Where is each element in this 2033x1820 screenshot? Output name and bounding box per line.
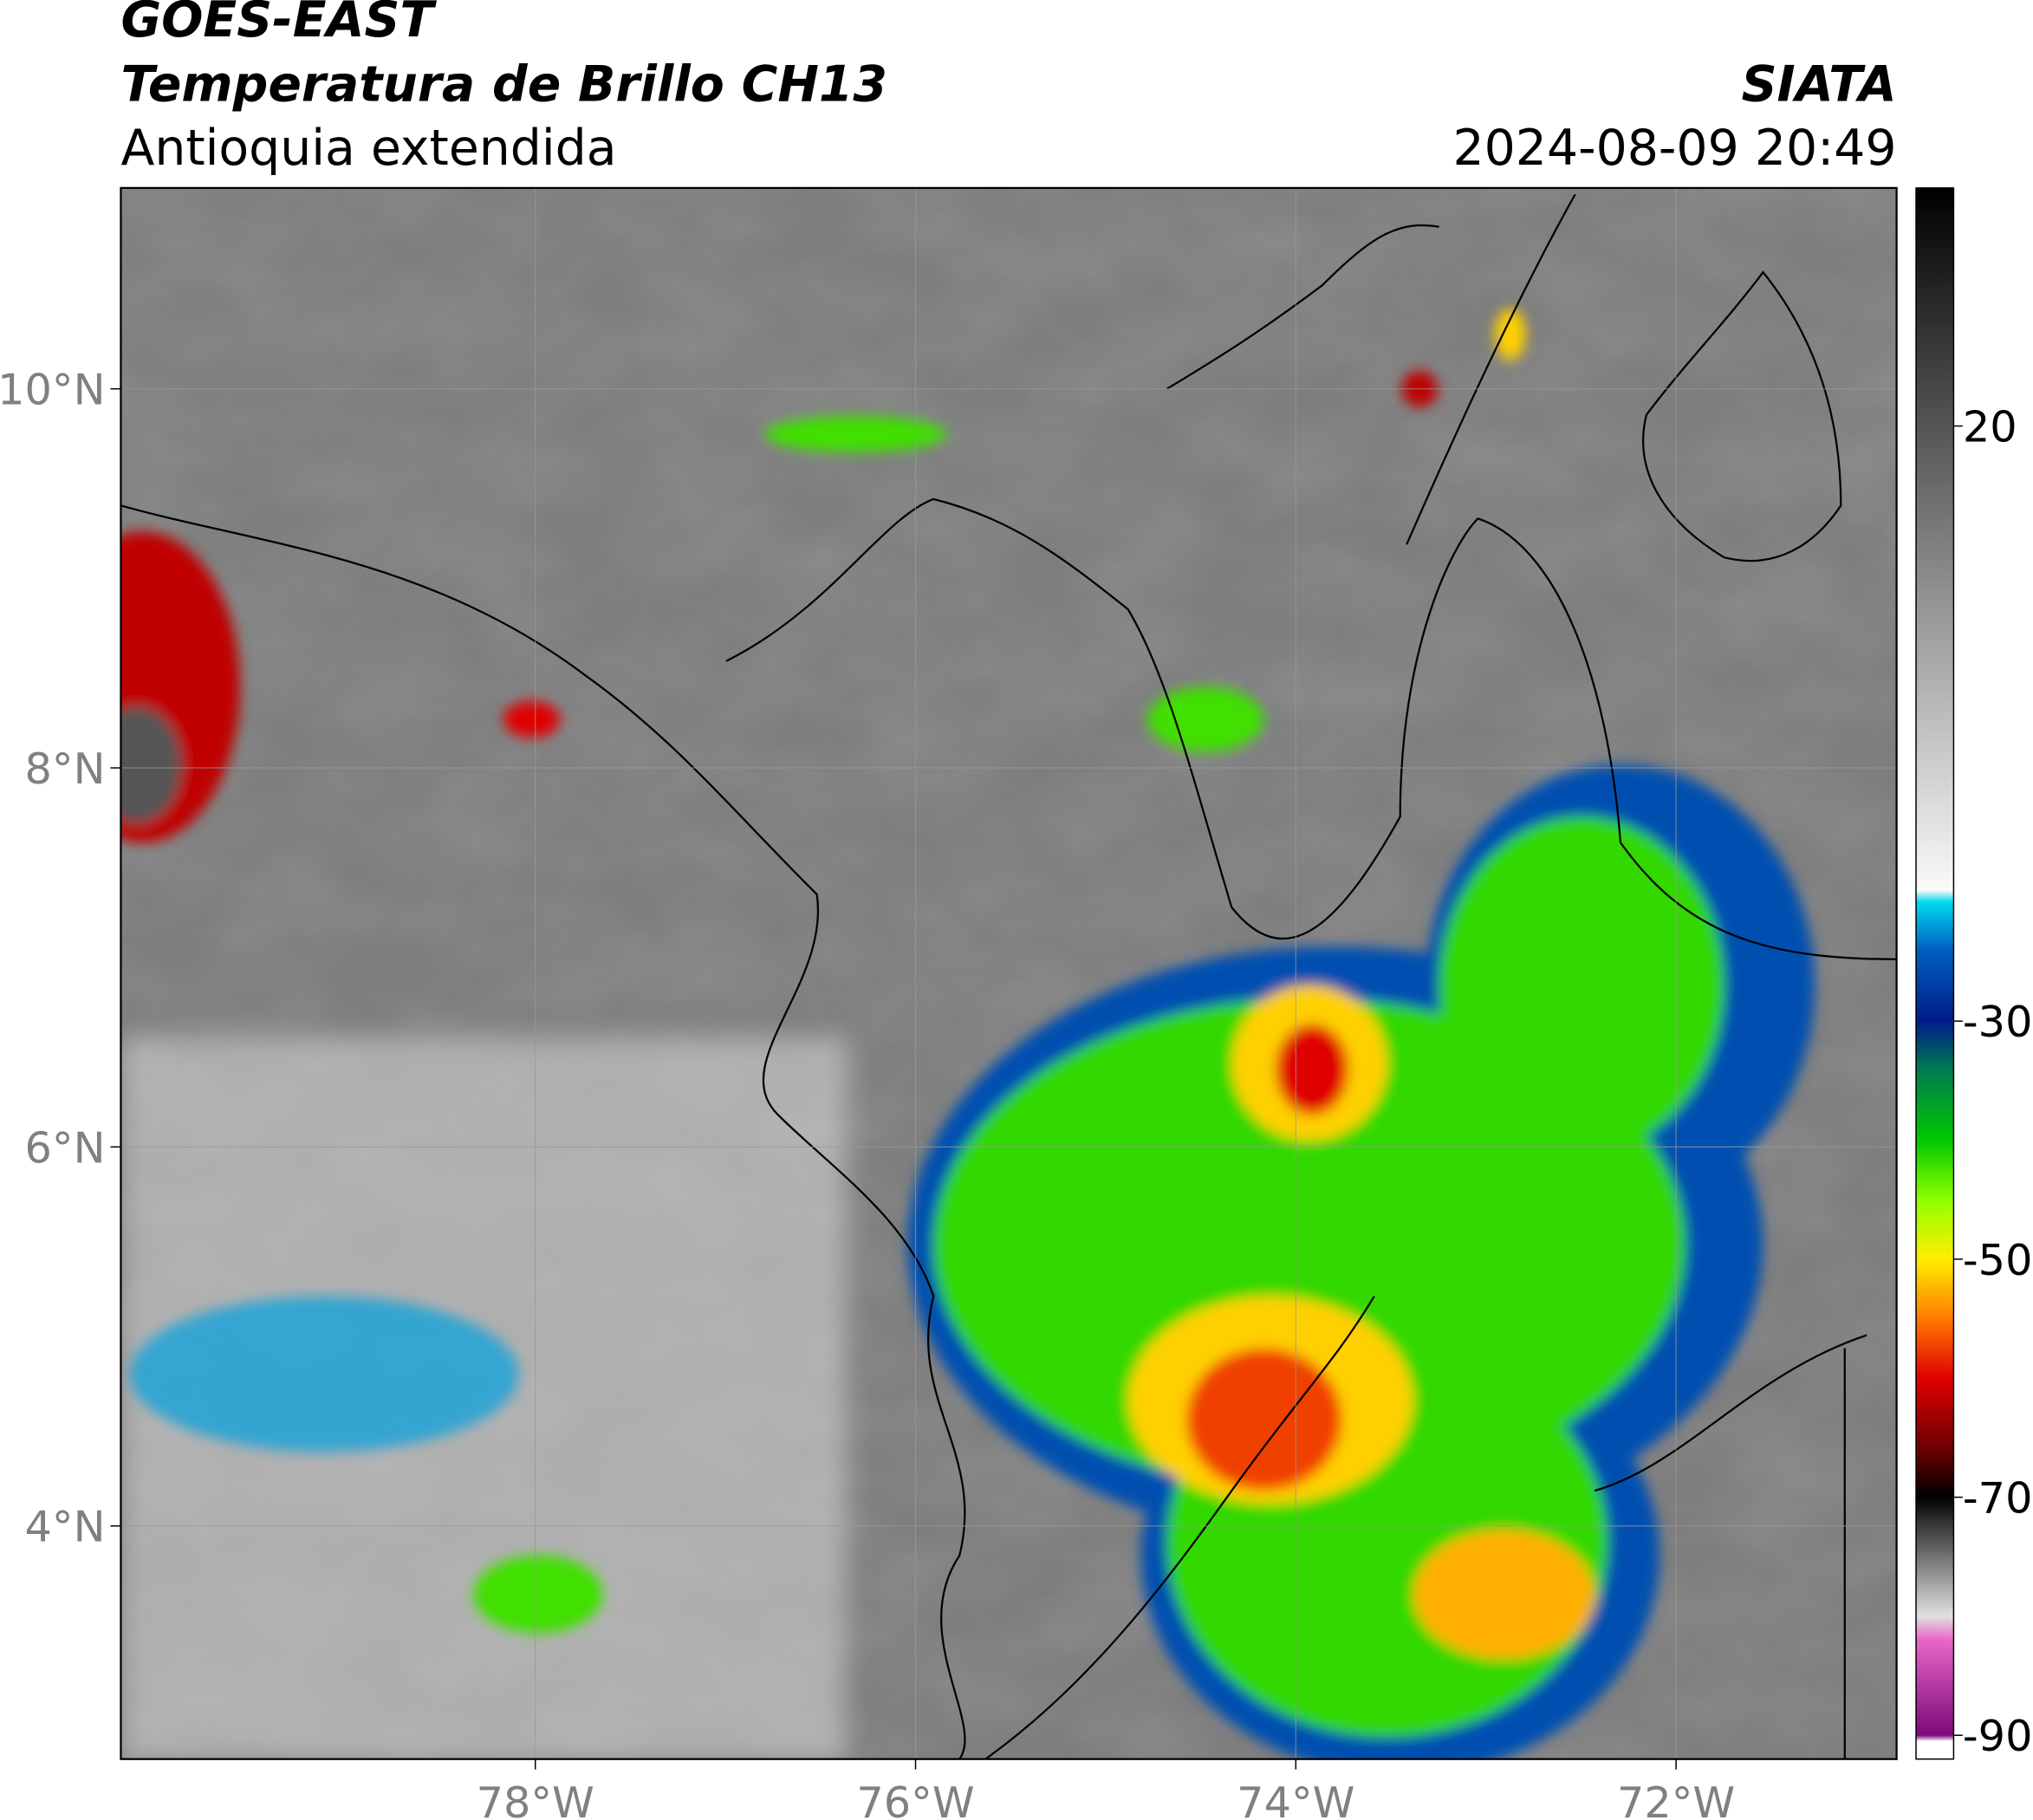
x-tick-label: 74°W [1237, 1778, 1354, 1820]
colorbar-frame [1915, 187, 1955, 1760]
x-tick-label: 76°W [856, 1778, 974, 1820]
title: GOES-EAST [120, 0, 437, 49]
y-tick-label: 10°N [0, 365, 106, 415]
colorbar-tick-label: -30 [1963, 997, 2033, 1047]
subtitle: Temperatura de Brillo CH13 [120, 56, 887, 114]
satellite-image [120, 187, 1897, 1759]
colorbar-tick-label: 20 [1963, 401, 2017, 452]
y-tick-label: 6°N [25, 1122, 106, 1173]
y-tick-label: 8°N [25, 744, 106, 794]
colorbar-tick-label: -50 [1963, 1235, 2033, 1285]
map-frame [120, 186, 1898, 1760]
colorbar-fill [1916, 187, 1954, 1759]
y-tick-label: 4°N [25, 1502, 106, 1552]
timestamp: 2024-08-09 20:49 [1453, 120, 1897, 177]
region: Antioquia extendida [120, 120, 616, 177]
x-tick-label: 72°W [1617, 1778, 1735, 1820]
grid [120, 187, 1897, 1759]
source: SIATA [1742, 56, 1897, 114]
colorbar-tick-label: -90 [1963, 1711, 2033, 1761]
colorbar: 20 -30 -50 -70 -90 [1915, 187, 2033, 1761]
x-tick-label: 78°W [477, 1778, 594, 1820]
colorbar-tick-label: -70 [1963, 1473, 2033, 1524]
